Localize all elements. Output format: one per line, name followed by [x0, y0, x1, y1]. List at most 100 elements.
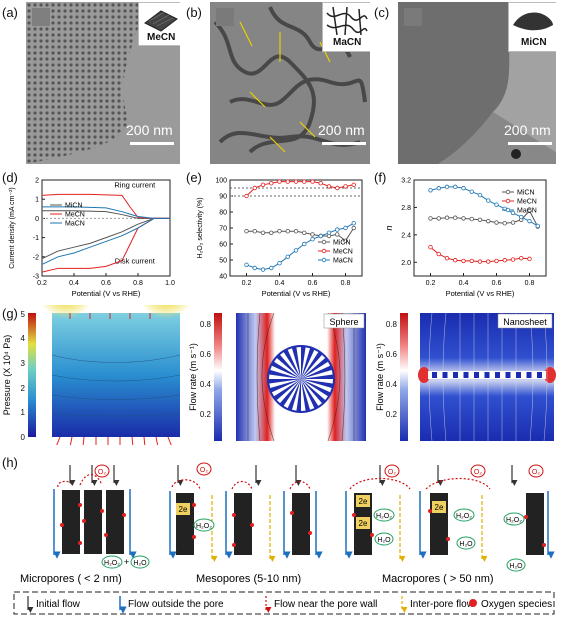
data-point: [335, 227, 340, 232]
x-tick-label: 0.6: [492, 280, 502, 287]
data-point: [285, 179, 290, 184]
data-point: [351, 221, 356, 226]
mesopores-group: O₂ 2e H₂O₂ Mesopores (5-10 nm): [169, 462, 323, 585]
x-tick-label: 0.4: [275, 280, 285, 287]
data-point: [293, 248, 299, 253]
data-point: [477, 217, 483, 222]
species-h2o: H₂O: [459, 541, 473, 548]
pressure-tick: 2: [21, 384, 26, 393]
species-o2: O₂: [388, 469, 396, 476]
tem-texture-c: [398, 2, 556, 164]
species-h2o: H₂O: [509, 563, 523, 570]
pore-wall: [106, 490, 124, 554]
data-point: [510, 210, 516, 216]
y-axis-label: Current density (mA cm⁻²): [9, 187, 16, 269]
legend-label: MeCN: [333, 249, 353, 256]
panel-label-f: (f): [374, 170, 387, 185]
data-point: [285, 229, 290, 234]
pressure-tick: 5: [21, 310, 26, 319]
sphere-tick: 0.6: [200, 350, 212, 359]
data-point: [310, 236, 315, 242]
pressure-tick: 4: [21, 334, 26, 343]
data-point: [277, 260, 282, 266]
x-tick-label: 0.4: [459, 280, 469, 287]
data-point: [436, 251, 441, 257]
species-o2: O₂: [532, 469, 540, 476]
species-2e: 2e: [179, 505, 188, 514]
pore-wall: [526, 493, 544, 555]
x-tick-label: 0.2: [426, 280, 436, 287]
y-tick-label: 2.8: [401, 205, 411, 212]
species-2e: 2e: [359, 497, 368, 506]
group-label-micropores: Micropores ( < 2 nm): [20, 573, 122, 585]
sphere-colorbar: [214, 313, 222, 441]
chart-d: 0.2 0.4 0.6 0.8 1.0 -3 -2 -1 0 1 2 Potential (V vs …: [9, 178, 175, 299]
sphere-particle: [267, 345, 335, 413]
data-point: [252, 265, 257, 271]
data-point: [453, 184, 458, 190]
data-point: [293, 229, 299, 234]
data-point: [260, 230, 266, 235]
data-point: [244, 193, 249, 199]
scale-label-b: 200 nm: [318, 122, 365, 138]
x-tick-label: 0.8: [341, 280, 351, 287]
nanosheet-flow-map: 0.2 0.4 0.6 0.8 Flow rate (m s⁻¹) Nanosh…: [376, 312, 556, 442]
data-point: [510, 220, 516, 225]
legend-marker: [321, 248, 327, 254]
data-point: [260, 182, 266, 187]
panel-label-c: (c): [374, 5, 390, 20]
x-tick-label: 0.8: [133, 280, 143, 287]
inset-mecn: MeCN: [138, 2, 180, 46]
species-h2o2: H₂O₂: [196, 523, 212, 530]
schematic-legend: [13, 591, 555, 615]
y-tick-label: 2.4: [401, 232, 411, 239]
data-point: [302, 179, 307, 184]
legend-oxygen-species: Oxygen species: [481, 599, 552, 610]
mecn-structure-icon: [144, 10, 178, 32]
data-point: [469, 258, 474, 264]
data-point: [469, 189, 474, 194]
nanosheet-bar: [428, 371, 546, 379]
data-point: [318, 180, 323, 186]
legend-flow-near-wall: Flow near the pore wall: [274, 599, 377, 610]
data-point: [351, 225, 356, 231]
scale-bar-b: [322, 142, 366, 145]
data-point: [293, 179, 299, 184]
data-point: [453, 215, 458, 220]
tem-image-mecn: MeCN 200 nm: [26, 2, 180, 164]
data-point: [285, 254, 290, 259]
data-point: [318, 233, 323, 239]
x-axis-label: Potential (V vs RHE): [446, 289, 515, 298]
x-tick-label: 0.4: [69, 280, 79, 287]
macn-structure-icon: [326, 6, 368, 36]
data-point: [302, 230, 307, 235]
data-point: [461, 186, 466, 191]
inset-label-mecn: MeCN: [147, 32, 176, 43]
data-point: [335, 232, 340, 237]
nanosheet-label: Nanosheet: [503, 317, 547, 327]
series-line-macn: [41, 217, 170, 265]
tem-image-micn: MiCN 200 nm: [398, 2, 556, 164]
legend-label: MaCN: [333, 258, 353, 265]
nanosheet-tick: 0.4: [386, 380, 398, 389]
legend-marker: [321, 239, 327, 245]
species-2e: 2e: [359, 519, 368, 528]
legend-label: MaCN: [517, 208, 537, 215]
data-point: [335, 185, 340, 191]
group-label-macropores: Macropores ( > 50 nm): [382, 573, 494, 585]
data-point: [436, 186, 441, 191]
data-point: [343, 184, 348, 189]
micn-structure-icon: [513, 12, 553, 31]
data-point: [277, 229, 282, 234]
panel-label-b: (b): [186, 5, 202, 20]
y-tick-label: 100: [215, 178, 227, 185]
data-point: [428, 216, 433, 221]
pore-wall: [234, 493, 252, 555]
legend-label: MeCN: [517, 199, 537, 206]
y-tick-label: 90: [219, 194, 227, 201]
data-point: [486, 218, 491, 224]
legend-label: MiCN: [333, 240, 351, 247]
pressure-tick: 3: [21, 359, 26, 368]
scale-label-c: 200 nm: [504, 122, 551, 138]
data-point: [302, 241, 307, 247]
